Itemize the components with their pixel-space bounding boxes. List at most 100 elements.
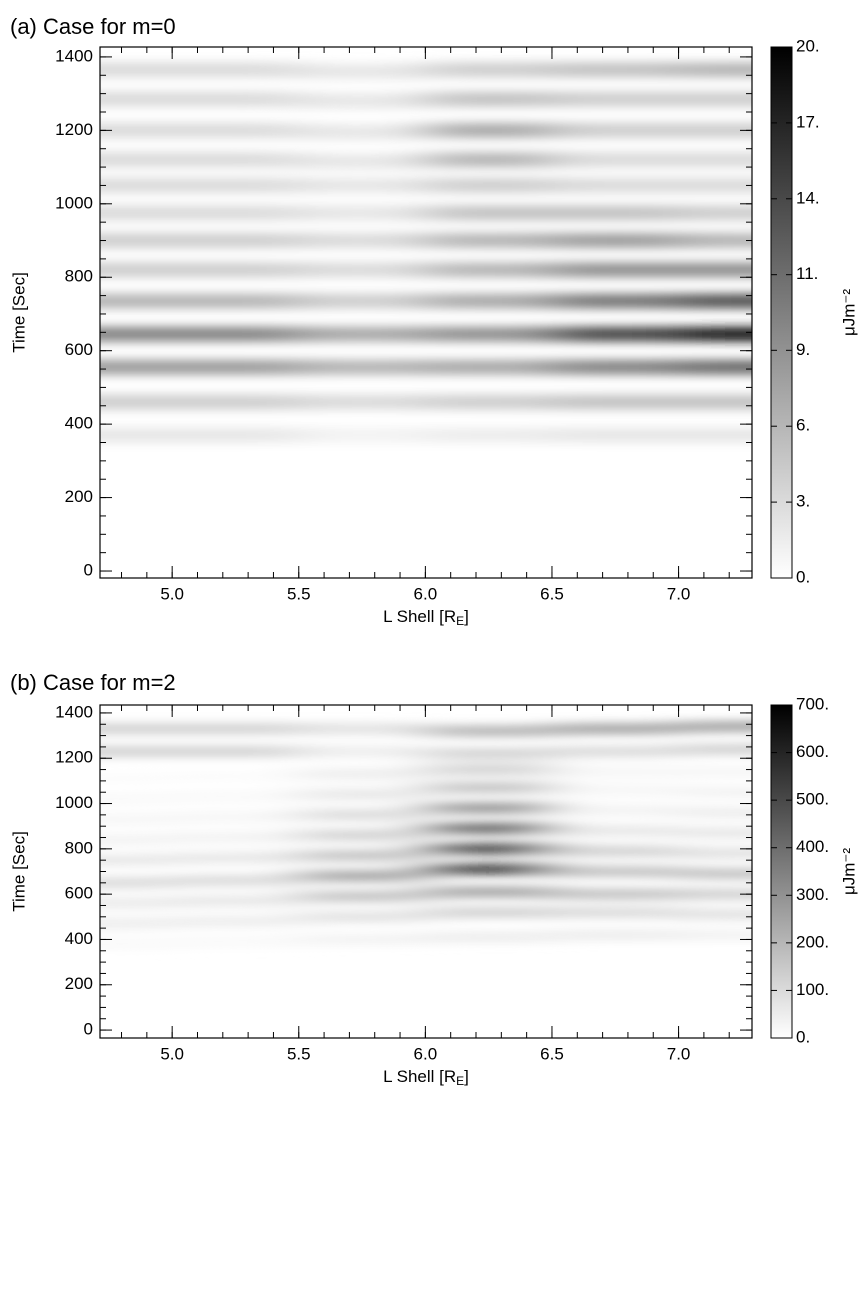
heat-cell <box>298 830 426 840</box>
x-tick-label: 6.0 <box>414 584 438 603</box>
heat-cell <box>172 293 299 309</box>
heat-cell <box>425 844 552 854</box>
heat-cell <box>425 932 552 942</box>
heat-cell <box>172 326 299 342</box>
colorbar-tick-label: 700. <box>796 694 829 713</box>
y-tick-label: 1200 <box>55 748 93 767</box>
x-tick-label: 6.5 <box>540 584 564 603</box>
heat-cell <box>100 794 173 804</box>
heat-cell <box>425 907 552 917</box>
heat-cell <box>172 724 299 734</box>
heat-cell <box>678 123 752 138</box>
heat-cell <box>100 835 173 845</box>
y-tick-label: 800 <box>65 838 93 857</box>
panel-title: (b) Case for m=2 <box>10 670 176 695</box>
heat-cell <box>425 864 552 874</box>
colorbar-label: μJm⁻² <box>839 289 858 336</box>
heat-cell <box>425 427 552 443</box>
heat-cell <box>172 205 299 221</box>
heat-cell <box>298 124 426 140</box>
heat-cell <box>172 62 299 78</box>
y-tick-label: 0 <box>84 1020 93 1039</box>
heat-cell <box>298 746 426 756</box>
y-tick-label: 600 <box>65 884 93 903</box>
heatmap-cells <box>100 721 752 949</box>
heat-cell <box>298 934 426 944</box>
x-tick-label: 7.0 <box>667 584 691 603</box>
y-tick-label: 1400 <box>55 46 93 65</box>
heat-cell <box>678 233 752 248</box>
heatmap-cells <box>100 62 752 443</box>
heat-cell <box>678 930 752 940</box>
y-tick-label: 1400 <box>55 702 93 721</box>
heat-cell <box>100 123 173 138</box>
colorbar-tick-label: 600. <box>796 742 829 761</box>
colorbar-tick-label: 3. <box>796 492 810 511</box>
heat-cell <box>172 792 299 802</box>
heat-cell <box>100 898 173 908</box>
heat-cell <box>172 178 299 193</box>
y-tick-label: 400 <box>65 929 93 948</box>
heat-cell <box>551 427 679 443</box>
heat-cell <box>678 767 752 777</box>
heat-cell <box>100 878 173 888</box>
x-axis-label: L Shell [RE] <box>383 1067 469 1088</box>
heat-cell <box>678 326 752 342</box>
heat-cell <box>100 233 173 248</box>
heat-cell <box>678 787 752 797</box>
heat-cell <box>100 152 173 168</box>
heat-cell <box>172 876 299 886</box>
heat-cell <box>298 789 426 800</box>
heat-cell <box>172 262 299 278</box>
heat-cell <box>172 916 299 926</box>
heat-cell <box>298 293 426 309</box>
heat-cell <box>678 359 752 375</box>
y-tick-label: 800 <box>65 267 93 286</box>
heat-cell <box>678 744 752 754</box>
heat-cell <box>425 765 552 775</box>
heat-cell <box>298 326 426 342</box>
x-tick-label: 5.5 <box>287 1044 311 1063</box>
heat-cell <box>425 152 552 168</box>
x-tick-label: 7.0 <box>667 1044 691 1063</box>
heat-cell <box>425 803 552 813</box>
heat-cell <box>298 871 426 881</box>
colorbar-tick-label: 14. <box>796 188 820 207</box>
heat-cell <box>100 326 173 342</box>
colorbar-tick-label: 0. <box>796 1027 810 1046</box>
x-tick-label: 5.0 <box>160 1044 184 1063</box>
heat-cell <box>298 93 426 109</box>
y-tick-label: 1000 <box>55 193 93 212</box>
heat-cell <box>100 427 173 443</box>
heat-cell <box>100 814 173 824</box>
colorbar-tick-label: 400. <box>796 837 829 856</box>
heat-cell <box>425 123 552 138</box>
heat-cell <box>678 848 752 858</box>
colorbar-label: μJm⁻² <box>839 848 858 895</box>
heat-cell <box>100 62 173 78</box>
y-tick-label: 200 <box>65 487 93 506</box>
heat-cell <box>425 91 552 107</box>
heat-cell <box>551 262 679 278</box>
heat-cell <box>551 930 679 940</box>
y-tick-label: 600 <box>65 340 93 359</box>
heat-cell <box>298 427 426 443</box>
colorbar <box>770 704 793 1039</box>
heat-cell <box>100 919 173 929</box>
colorbar-tick-label: 0. <box>796 567 810 586</box>
colorbar-tick-label: 100. <box>796 980 829 999</box>
heat-cell <box>678 721 752 732</box>
heat-cell <box>172 896 299 906</box>
heatmap <box>100 721 752 949</box>
heat-cell <box>551 826 679 836</box>
heat-cell <box>551 359 679 375</box>
heat-cell <box>100 746 173 756</box>
heat-cell <box>678 828 752 838</box>
heat-cell <box>678 394 752 410</box>
heat-cell <box>551 724 679 734</box>
heat-cell <box>100 91 173 107</box>
heat-cell <box>551 123 679 138</box>
heat-cell <box>172 853 299 863</box>
heat-cell <box>298 262 426 278</box>
heat-cell <box>298 912 426 922</box>
